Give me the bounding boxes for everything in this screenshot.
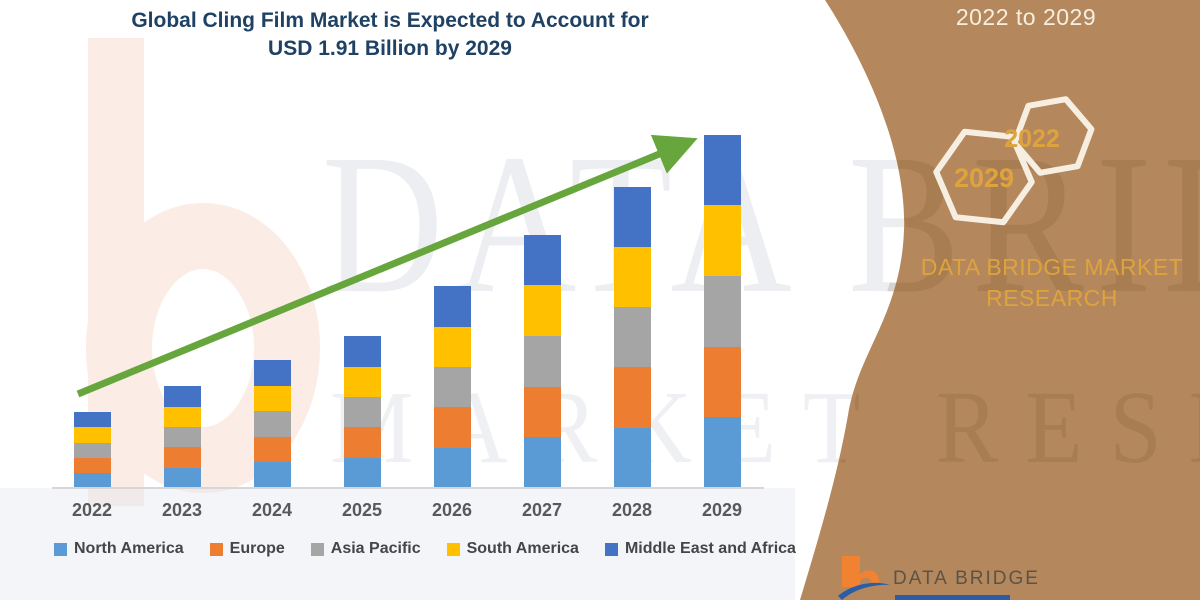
bar-segment-europe — [163, 447, 201, 468]
bar-segment-south-america — [703, 205, 741, 277]
databridge-logo-icon — [838, 556, 890, 600]
side-panel: DATA BRIDGE MARKET RESEARCH 2022 to 2029… — [780, 0, 1200, 600]
legend-item-asia-pacific: Asia Pacific — [310, 540, 421, 558]
hexagon-end-year-label: 2029 — [953, 163, 1015, 193]
bar-segment-asia-pacific — [163, 426, 201, 448]
bar-segment-europe — [523, 386, 561, 438]
bar-2028 — [613, 186, 651, 488]
x-axis-label-2028: 2028 — [611, 500, 653, 520]
bar-segment-europe — [73, 457, 111, 473]
bar-segment-north-america — [703, 417, 741, 488]
bar-segment-asia-pacific — [343, 397, 381, 428]
bar-segment-middle-east-and-africa — [523, 234, 561, 286]
legend-swatch-icon — [604, 542, 618, 556]
brand-text: DATA BRIDGE MARKET RESEARCH — [896, 252, 1200, 314]
bar-segment-north-america — [343, 457, 381, 488]
x-axis-label-2029: 2029 — [701, 500, 743, 520]
legend-item-north-america: North America — [54, 540, 184, 558]
title-line1: Global Cling Film Market is Expected to … — [131, 9, 649, 32]
legend-label: Europe — [229, 540, 285, 557]
x-axis-label-2024: 2024 — [251, 500, 293, 520]
brand-text-line1: DATA BRIDGE MARKET — [920, 254, 1184, 280]
bar-segment-asia-pacific — [73, 442, 111, 458]
bar-segment-europe — [253, 436, 291, 463]
bar-segment-asia-pacific — [253, 411, 291, 437]
panel-curve-background — [800, 0, 1200, 600]
x-axis-label-2022: 2022 — [71, 500, 113, 520]
bar-2024 — [253, 360, 291, 488]
bar-segment-middle-east-and-africa — [433, 286, 471, 327]
bar-2029 — [703, 134, 741, 488]
bar-segment-asia-pacific — [703, 276, 741, 347]
bar-segment-south-america — [523, 285, 561, 336]
legend-swatch-icon — [54, 542, 67, 556]
bar-segment-middle-east-and-africa — [253, 360, 291, 386]
title-line2: USD 1.91 Billion by 2029 — [268, 37, 512, 60]
bar-segment-middle-east-and-africa — [343, 336, 381, 367]
legend-swatch-icon — [209, 542, 223, 556]
footer-blue-bar — [895, 595, 1010, 600]
x-axis-label-2025: 2025 — [341, 500, 383, 520]
bar-segment-europe — [433, 407, 471, 448]
x-axis-label-2027: 2027 — [521, 500, 563, 520]
legend-item-europe: Europe — [209, 540, 285, 558]
bar-segment-south-america — [343, 366, 381, 398]
forecast-period-label: 2022 to 2029 — [955, 4, 1097, 30]
bar-2025 — [343, 336, 381, 488]
legend-label: South America — [466, 540, 579, 557]
legend-swatch-icon — [310, 542, 324, 556]
bar-segment-middle-east-and-africa — [73, 412, 111, 428]
bar-segment-south-america — [253, 385, 291, 412]
x-axis-line — [52, 487, 764, 489]
bar-segment-north-america — [253, 462, 291, 488]
growth-trend-arrow-icon — [76, 134, 698, 398]
bar-2022 — [73, 412, 111, 488]
legend-item-middle-east-and-africa: Middle East and Africa — [604, 540, 796, 558]
bar-segment-south-america — [163, 406, 201, 427]
bar-segment-north-america — [433, 447, 471, 488]
bar-segment-europe — [343, 427, 381, 458]
bar-segment-asia-pacific — [433, 367, 471, 408]
bar-2023 — [163, 386, 201, 488]
bar-segment-middle-east-and-africa — [703, 134, 741, 206]
plot-area — [73, 134, 741, 488]
hexagon-badges-icon — [933, 96, 1095, 226]
bar-segment-north-america — [613, 427, 651, 488]
axis-footer-strip — [0, 488, 795, 600]
bar-2027 — [523, 234, 561, 488]
hexagon-start-year-label: 2022 — [1004, 125, 1060, 153]
bar-segment-south-america — [73, 427, 111, 443]
legend-item-south-america: South America — [446, 540, 579, 558]
bar-segment-north-america — [163, 467, 201, 488]
brand-text-line2: RESEARCH — [986, 285, 1118, 311]
legend-label: North America — [74, 540, 184, 557]
footer-brand-label: DATA BRIDGE — [893, 568, 1040, 589]
chart-legend: North America Europe Asia Pacific South Ame… — [54, 540, 796, 558]
bar-segment-europe — [703, 346, 741, 418]
x-axis-label-2026: 2026 — [431, 500, 473, 520]
bar-segment-asia-pacific — [523, 335, 561, 387]
legend-label: Asia Pacific — [330, 540, 421, 557]
bar-segment-middle-east-and-africa — [613, 186, 651, 247]
x-axis-label-2023: 2023 — [161, 500, 203, 520]
page-title: Global Cling Film Market is Expected to … — [0, 7, 780, 63]
bar-segment-europe — [613, 367, 651, 428]
bar-segment-south-america — [613, 246, 651, 308]
bar-segment-south-america — [433, 326, 471, 368]
bar-segment-middle-east-and-africa — [163, 386, 201, 407]
bar-2026 — [433, 286, 471, 488]
legend-swatch-icon — [446, 542, 460, 556]
bar-segment-asia-pacific — [613, 307, 651, 368]
legend-label: Middle East and Africa — [624, 540, 796, 557]
bar-segment-north-america — [73, 472, 111, 488]
bar-segment-north-america — [523, 437, 561, 488]
